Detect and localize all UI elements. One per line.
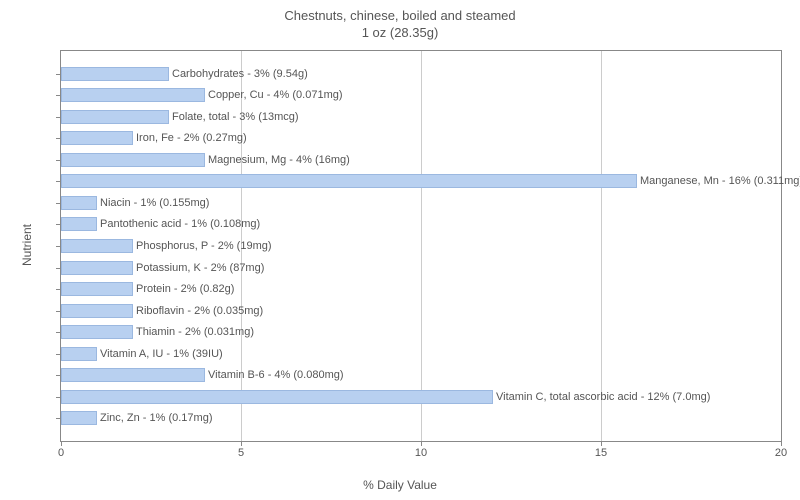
bar: Copper, Cu - 4% (0.071mg) (61, 88, 205, 102)
bar-label: Niacin - 1% (0.155mg) (100, 197, 209, 209)
bar-label: Vitamin B-6 - 4% (0.080mg) (208, 369, 344, 381)
gridline (601, 51, 602, 441)
y-tick (56, 246, 61, 247)
bar-label: Vitamin C, total ascorbic acid - 12% (7.… (496, 391, 710, 403)
bar-label: Iron, Fe - 2% (0.27mg) (136, 132, 247, 144)
bar-label: Pantothenic acid - 1% (0.108mg) (100, 218, 260, 230)
y-tick (56, 332, 61, 333)
y-tick (56, 203, 61, 204)
bar-label: Protein - 2% (0.82g) (136, 283, 234, 295)
x-tick (241, 441, 242, 446)
bar: Vitamin C, total ascorbic acid - 12% (7.… (61, 390, 493, 404)
bar-label: Folate, total - 3% (13mcg) (172, 111, 299, 123)
gridline (421, 51, 422, 441)
x-tick (421, 441, 422, 446)
bar-label: Copper, Cu - 4% (0.071mg) (208, 89, 343, 101)
y-tick (56, 74, 61, 75)
plot-area: 05101520Carbohydrates - 3% (9.54g)Copper… (60, 50, 782, 442)
bar-label: Zinc, Zn - 1% (0.17mg) (100, 412, 212, 424)
bar-label: Riboflavin - 2% (0.035mg) (136, 305, 263, 317)
bar: Iron, Fe - 2% (0.27mg) (61, 131, 133, 145)
bar: Phosphorus, P - 2% (19mg) (61, 239, 133, 253)
x-tick (61, 441, 62, 446)
x-tick-label: 15 (595, 447, 607, 459)
bar: Thiamin - 2% (0.031mg) (61, 325, 133, 339)
chart-title-block: Chestnuts, chinese, boiled and steamed 1… (0, 0, 800, 46)
y-tick (56, 117, 61, 118)
bar: Niacin - 1% (0.155mg) (61, 196, 97, 210)
x-tick-label: 20 (775, 447, 787, 459)
x-tick-label: 10 (415, 447, 427, 459)
y-tick (56, 95, 61, 96)
x-tick-label: 0 (58, 447, 64, 459)
y-tick (56, 375, 61, 376)
bar-label: Magnesium, Mg - 4% (16mg) (208, 154, 350, 166)
bar: Riboflavin - 2% (0.035mg) (61, 304, 133, 318)
bar: Pantothenic acid - 1% (0.108mg) (61, 217, 97, 231)
y-tick (56, 138, 61, 139)
bar-label: Phosphorus, P - 2% (19mg) (136, 240, 272, 252)
bar-label: Potassium, K - 2% (87mg) (136, 262, 264, 274)
y-tick (56, 418, 61, 419)
y-tick (56, 181, 61, 182)
bar: Protein - 2% (0.82g) (61, 282, 133, 296)
chart-title-line1: Chestnuts, chinese, boiled and steamed (0, 8, 800, 25)
y-tick (56, 354, 61, 355)
bar-label: Thiamin - 2% (0.031mg) (136, 326, 254, 338)
y-tick (56, 224, 61, 225)
y-tick (56, 268, 61, 269)
y-tick (56, 397, 61, 398)
y-axis-label: Nutrient (20, 224, 34, 266)
bar: Vitamin B-6 - 4% (0.080mg) (61, 368, 205, 382)
x-tick (781, 441, 782, 446)
x-tick-label: 5 (238, 447, 244, 459)
y-tick (56, 289, 61, 290)
x-tick (601, 441, 602, 446)
bar: Magnesium, Mg - 4% (16mg) (61, 153, 205, 167)
bar: Potassium, K - 2% (87mg) (61, 261, 133, 275)
bar: Carbohydrates - 3% (9.54g) (61, 67, 169, 81)
nutrient-chart: Chestnuts, chinese, boiled and steamed 1… (0, 0, 800, 500)
bar-label: Carbohydrates - 3% (9.54g) (172, 68, 308, 80)
x-axis-label: % Daily Value (363, 478, 437, 492)
y-tick (56, 311, 61, 312)
bar: Vitamin A, IU - 1% (39IU) (61, 347, 97, 361)
bar-label: Vitamin A, IU - 1% (39IU) (100, 348, 223, 360)
bar-label: Manganese, Mn - 16% (0.311mg) (640, 175, 800, 187)
bar: Zinc, Zn - 1% (0.17mg) (61, 411, 97, 425)
chart-title-line2: 1 oz (28.35g) (0, 25, 800, 42)
y-tick (56, 160, 61, 161)
bar: Manganese, Mn - 16% (0.311mg) (61, 174, 637, 188)
bar: Folate, total - 3% (13mcg) (61, 110, 169, 124)
